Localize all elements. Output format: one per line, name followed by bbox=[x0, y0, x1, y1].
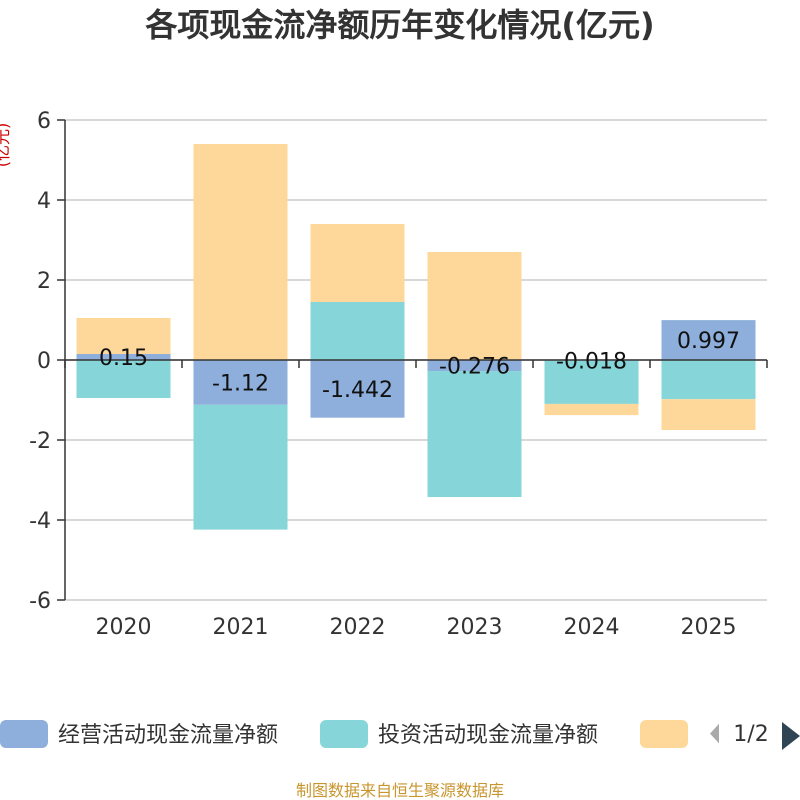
x-tick-label: 2020 bbox=[96, 615, 152, 640]
bar-segment[interactable] bbox=[427, 371, 522, 498]
legend-label[interactable]: 投资活动现金流量净额 bbox=[378, 723, 598, 748]
bar-segment[interactable] bbox=[310, 360, 405, 418]
y-tick-label: 2 bbox=[37, 269, 51, 294]
chart-title: 各项现金流净额历年变化情况(亿元) bbox=[145, 6, 654, 44]
data-labels: 0.15 -1.12 -1.442 -0.276 -0.018 0.997 bbox=[99, 329, 740, 403]
bar-segment[interactable] bbox=[193, 144, 288, 360]
previous-page-arrow-icon[interactable] bbox=[710, 723, 719, 744]
bar-segment[interactable] bbox=[661, 360, 756, 400]
y-tick-label: -6 bbox=[29, 589, 51, 614]
legend-swatch[interactable] bbox=[0, 720, 48, 748]
y-axis-unit-label: (亿元) bbox=[0, 123, 12, 168]
y-tick-label: 0 bbox=[37, 349, 51, 374]
axes: 6 4 2 0 -2 -4 -6 2020 2021 2022 2023 2024 2025 bbox=[29, 109, 768, 640]
legend-swatch[interactable] bbox=[640, 720, 688, 748]
data-label: 0.997 bbox=[677, 329, 740, 354]
x-tick-label: 2025 bbox=[681, 615, 737, 640]
y-tick-label: -2 bbox=[29, 429, 51, 454]
y-tick-label: -4 bbox=[29, 509, 51, 534]
bar-segment[interactable] bbox=[76, 318, 171, 354]
data-label: -0.276 bbox=[439, 355, 510, 380]
data-label: -1.12 bbox=[212, 371, 269, 396]
bar-segment[interactable] bbox=[310, 224, 405, 302]
data-label: -0.018 bbox=[556, 349, 627, 374]
legend-page-indicator: 1/2 bbox=[733, 722, 768, 747]
legend-swatch[interactable] bbox=[320, 720, 368, 748]
data-label: -1.442 bbox=[322, 378, 393, 403]
bars bbox=[76, 144, 756, 530]
bar-segment[interactable] bbox=[193, 360, 288, 405]
y-tick-label: 6 bbox=[37, 109, 51, 134]
bar-segment[interactable] bbox=[427, 360, 522, 372]
source-footnote: 制图数据来自恒生聚源数据库 bbox=[296, 781, 504, 800]
bar-segment[interactable] bbox=[76, 354, 171, 360]
x-tick-label: 2022 bbox=[330, 615, 386, 640]
y-tick-label: 4 bbox=[37, 189, 51, 214]
data-label: 0.15 bbox=[99, 346, 148, 371]
bar-segment[interactable] bbox=[76, 360, 171, 398]
bar-segment[interactable] bbox=[661, 399, 756, 430]
x-tick-label: 2021 bbox=[213, 615, 269, 640]
bar-segment[interactable] bbox=[544, 360, 639, 404]
bar-segment[interactable] bbox=[661, 320, 756, 360]
bar-segment[interactable] bbox=[544, 403, 639, 416]
legend-pager: 1/2 bbox=[710, 722, 800, 750]
legend: 经营活动现金流量净额 投资活动现金流量净额 bbox=[0, 720, 688, 748]
bar-segment[interactable] bbox=[427, 252, 522, 360]
next-page-arrow-icon[interactable] bbox=[782, 722, 800, 750]
legend-label[interactable]: 经营活动现金流量净额 bbox=[58, 723, 278, 748]
x-tick-label: 2024 bbox=[564, 615, 620, 640]
x-tick-label: 2023 bbox=[447, 615, 503, 640]
bar-segment[interactable] bbox=[310, 302, 405, 360]
bar-segment[interactable] bbox=[193, 404, 288, 530]
